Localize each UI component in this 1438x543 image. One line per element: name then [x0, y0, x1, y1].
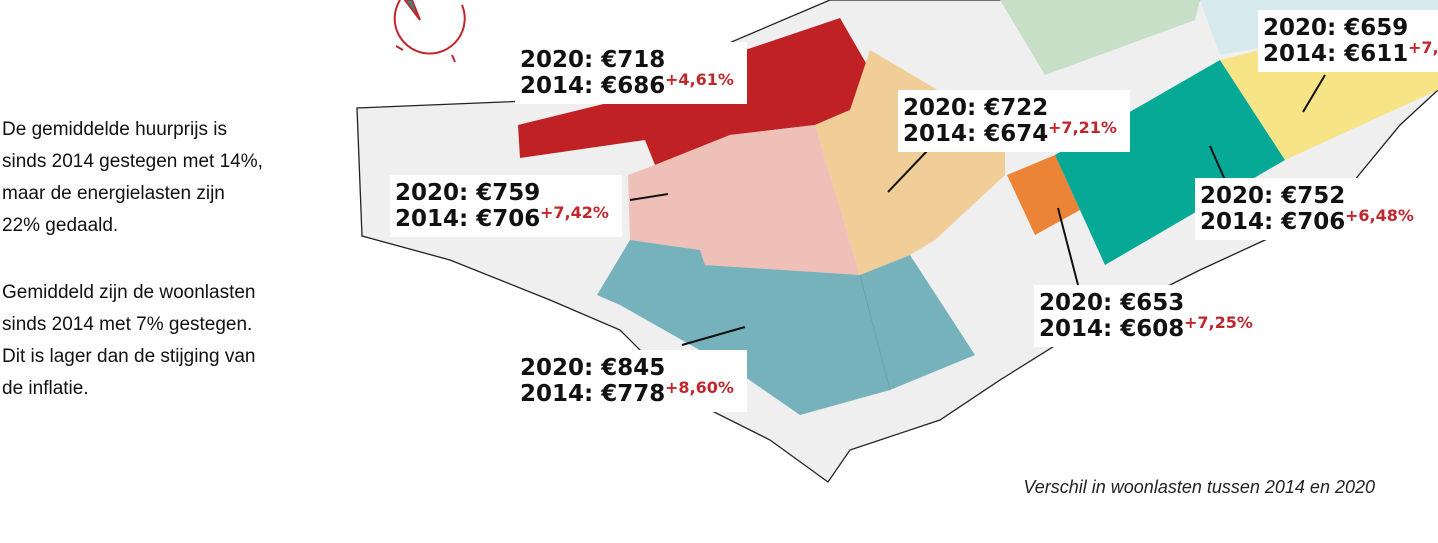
label-box: [1195, 178, 1427, 240]
value-2014: 2014: €706: [395, 206, 540, 232]
value-2020: 2020: €653: [1039, 290, 1184, 316]
intro-line: Gemiddeld zijn de woonlasten: [2, 282, 256, 303]
change: +7,: [1408, 38, 1438, 57]
compass: [393, 0, 466, 63]
region-top-green: [1000, 0, 1200, 75]
value-2020: 2020: €845: [520, 355, 665, 381]
label-box: [515, 350, 747, 412]
change: +8,60%: [665, 378, 734, 397]
intro-line: sinds 2014 gestegen met 14%,: [2, 151, 263, 172]
change: +6,48%: [1345, 206, 1414, 225]
region-green: [1055, 60, 1285, 265]
region-teal-blue: [597, 240, 975, 415]
region-pink: [628, 125, 860, 275]
region-border: [859, 274, 891, 391]
change: +7,25%: [1184, 313, 1253, 332]
value-2014: 2014: €706: [1200, 209, 1345, 235]
label-box: [1258, 10, 1438, 72]
value-2014: 2014: €608: [1039, 316, 1184, 342]
intro-line: sinds 2014 met 7% gestegen.: [2, 314, 252, 335]
value-2014: 2014: €674: [903, 121, 1048, 147]
label-box: [515, 42, 747, 104]
value-2020: 2020: €752: [1200, 183, 1345, 209]
value-2020: 2020: €659: [1263, 15, 1408, 41]
caption: Verschil in woonlasten tussen 2014 en 20…: [1023, 477, 1375, 497]
value-2020: 2020: €718: [520, 47, 665, 73]
intro-line: 22% gedaald.: [2, 215, 118, 236]
label-box: [1034, 285, 1266, 347]
value-2014: 2014: €778: [520, 381, 665, 407]
value-2014: 2014: €686: [520, 73, 665, 99]
label-box: [898, 90, 1130, 152]
intro-line: De gemiddelde huurprijs is: [2, 119, 227, 140]
change: +7,42%: [540, 203, 609, 222]
intro-line: de inflatie.: [2, 378, 89, 399]
value-2014: 2014: €611: [1263, 41, 1408, 67]
leader-lines: [629, 74, 1326, 346]
value-2020: 2020: €759: [395, 180, 540, 206]
region-orange: [1007, 155, 1080, 235]
label-box: [390, 175, 622, 237]
change: +7,21%: [1048, 118, 1117, 137]
intro-line: Dit is lager dan de stijging van: [2, 346, 255, 367]
change: +4,61%: [665, 70, 734, 89]
intro-line: maar de energielasten zijn: [2, 183, 225, 204]
value-2020: 2020: €722: [903, 95, 1048, 121]
